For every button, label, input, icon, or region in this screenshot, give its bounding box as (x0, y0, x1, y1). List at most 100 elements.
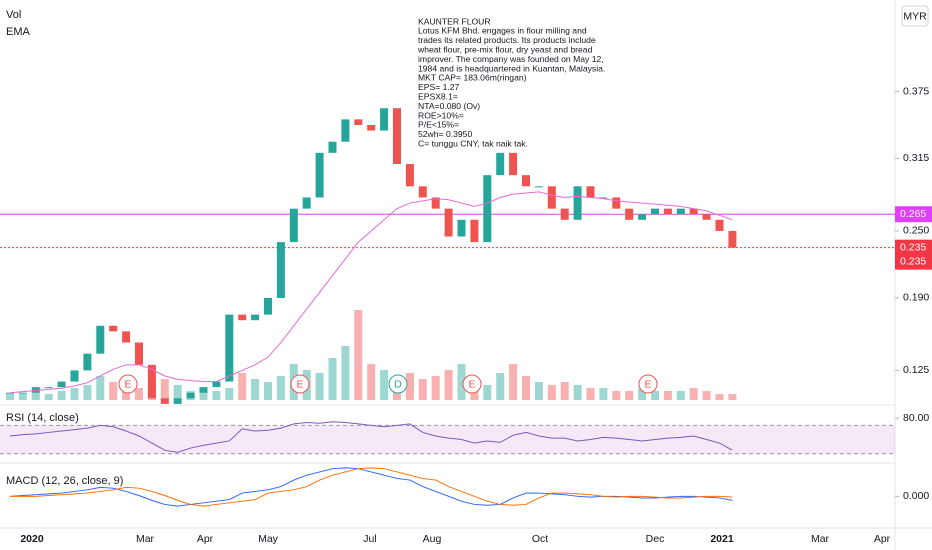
candle (173, 398, 182, 404)
candle (70, 370, 79, 382)
candle (676, 208, 685, 215)
volume-bar (651, 391, 659, 400)
rsi-title: RSI (14, close) (6, 412, 79, 424)
candle (328, 141, 337, 153)
y-tick-label: 0.375 (903, 85, 929, 97)
candle (715, 219, 724, 231)
volume-bar (238, 373, 247, 400)
candle (496, 152, 505, 176)
annotation-line: NTA=0.080 (Ov) (418, 101, 480, 111)
annotation-line: C= tunggu CNY, tak naik tak. (418, 138, 528, 148)
currency-button[interactable] (901, 5, 929, 27)
annotation-line: wheat flour, pre-mix flour, dry yeast an… (417, 44, 593, 54)
volume-bar (457, 364, 466, 400)
annotation-line: 52wh= 0.3950 (418, 129, 472, 139)
candle (251, 314, 260, 321)
candle (522, 175, 530, 187)
candle (638, 214, 647, 220)
annotation-line: improver. The company was founded on May… (418, 54, 604, 64)
volume-bar (160, 379, 169, 400)
candle (728, 230, 737, 248)
y-tick-label: 0.315 (903, 152, 929, 164)
candle (238, 314, 247, 321)
candle (109, 325, 118, 332)
volume-bar (534, 382, 543, 400)
x-tick-label: May (258, 533, 279, 545)
volume-bar (57, 391, 66, 400)
candle (276, 242, 285, 298)
volume-bar (367, 364, 376, 400)
candle (547, 186, 556, 209)
annotation-line: MKT CAP= 183.06m(ringan) (418, 73, 527, 83)
event-marker (118, 374, 138, 394)
candle (302, 197, 311, 209)
candle (96, 325, 105, 354)
macd-line (9, 467, 733, 507)
candle (135, 342, 143, 365)
volume-bar (663, 391, 672, 400)
candle (186, 392, 195, 399)
candle (457, 219, 466, 237)
candle (405, 164, 414, 187)
volume-bar (380, 370, 389, 400)
price-tag-label: 0.235 (900, 241, 926, 253)
volume-bar (276, 376, 285, 400)
candle (147, 364, 156, 399)
candle (315, 152, 324, 198)
candle (289, 208, 298, 243)
event-label: E (124, 378, 131, 390)
macd-line (10, 467, 733, 507)
volume-bar (173, 385, 182, 400)
volume-bar (83, 385, 92, 400)
candle (586, 186, 595, 198)
candle (18, 392, 27, 394)
x-tick-label: 2021 (710, 533, 734, 545)
macd-title: MACD (12, 26, close, 9) (6, 475, 123, 487)
event-label: E (644, 378, 651, 390)
candle (83, 353, 92, 371)
y-tick-label: 0.190 (903, 292, 929, 304)
candle (122, 331, 131, 343)
candle (31, 387, 40, 393)
volume-bar (483, 385, 492, 400)
annotation-line: KAUNTER FLOUR (418, 16, 491, 26)
event-label: D (394, 378, 402, 390)
x-tick-label: Apr (197, 533, 214, 545)
candle (509, 152, 518, 176)
candle (702, 214, 711, 220)
x-tick-label: Dec (646, 533, 665, 545)
volume-bar (509, 364, 518, 400)
candle (44, 387, 53, 389)
volume-bar (6, 394, 14, 400)
volume-bar (264, 382, 272, 400)
event-marker (462, 374, 482, 394)
candle (225, 314, 234, 382)
volume-bar (212, 391, 221, 400)
volume-bar (328, 358, 337, 400)
candle (625, 208, 634, 220)
event-marker (388, 374, 408, 394)
event-marker (638, 374, 658, 394)
candle (380, 108, 389, 131)
candle (663, 208, 672, 215)
volume-bar (18, 394, 27, 400)
candle (212, 381, 221, 388)
candle (6, 392, 14, 394)
candle (599, 197, 608, 199)
event-label: E (468, 378, 475, 390)
event-marker (290, 374, 310, 394)
x-tick-label: 2020 (20, 533, 44, 545)
volume-bar (70, 388, 79, 400)
candle (393, 108, 401, 165)
volume-bar (676, 391, 685, 400)
volume-bar (586, 388, 595, 400)
candle (483, 175, 492, 243)
annotation-line: Lotus KFM Bhd. engages in flour milling … (418, 26, 587, 36)
candle (264, 297, 272, 315)
indicator-label: EMA (6, 26, 31, 38)
candle (418, 186, 427, 198)
price-tag-label: 0.265 (900, 208, 926, 220)
volume-bar (547, 385, 556, 400)
volume-bar (31, 391, 40, 400)
